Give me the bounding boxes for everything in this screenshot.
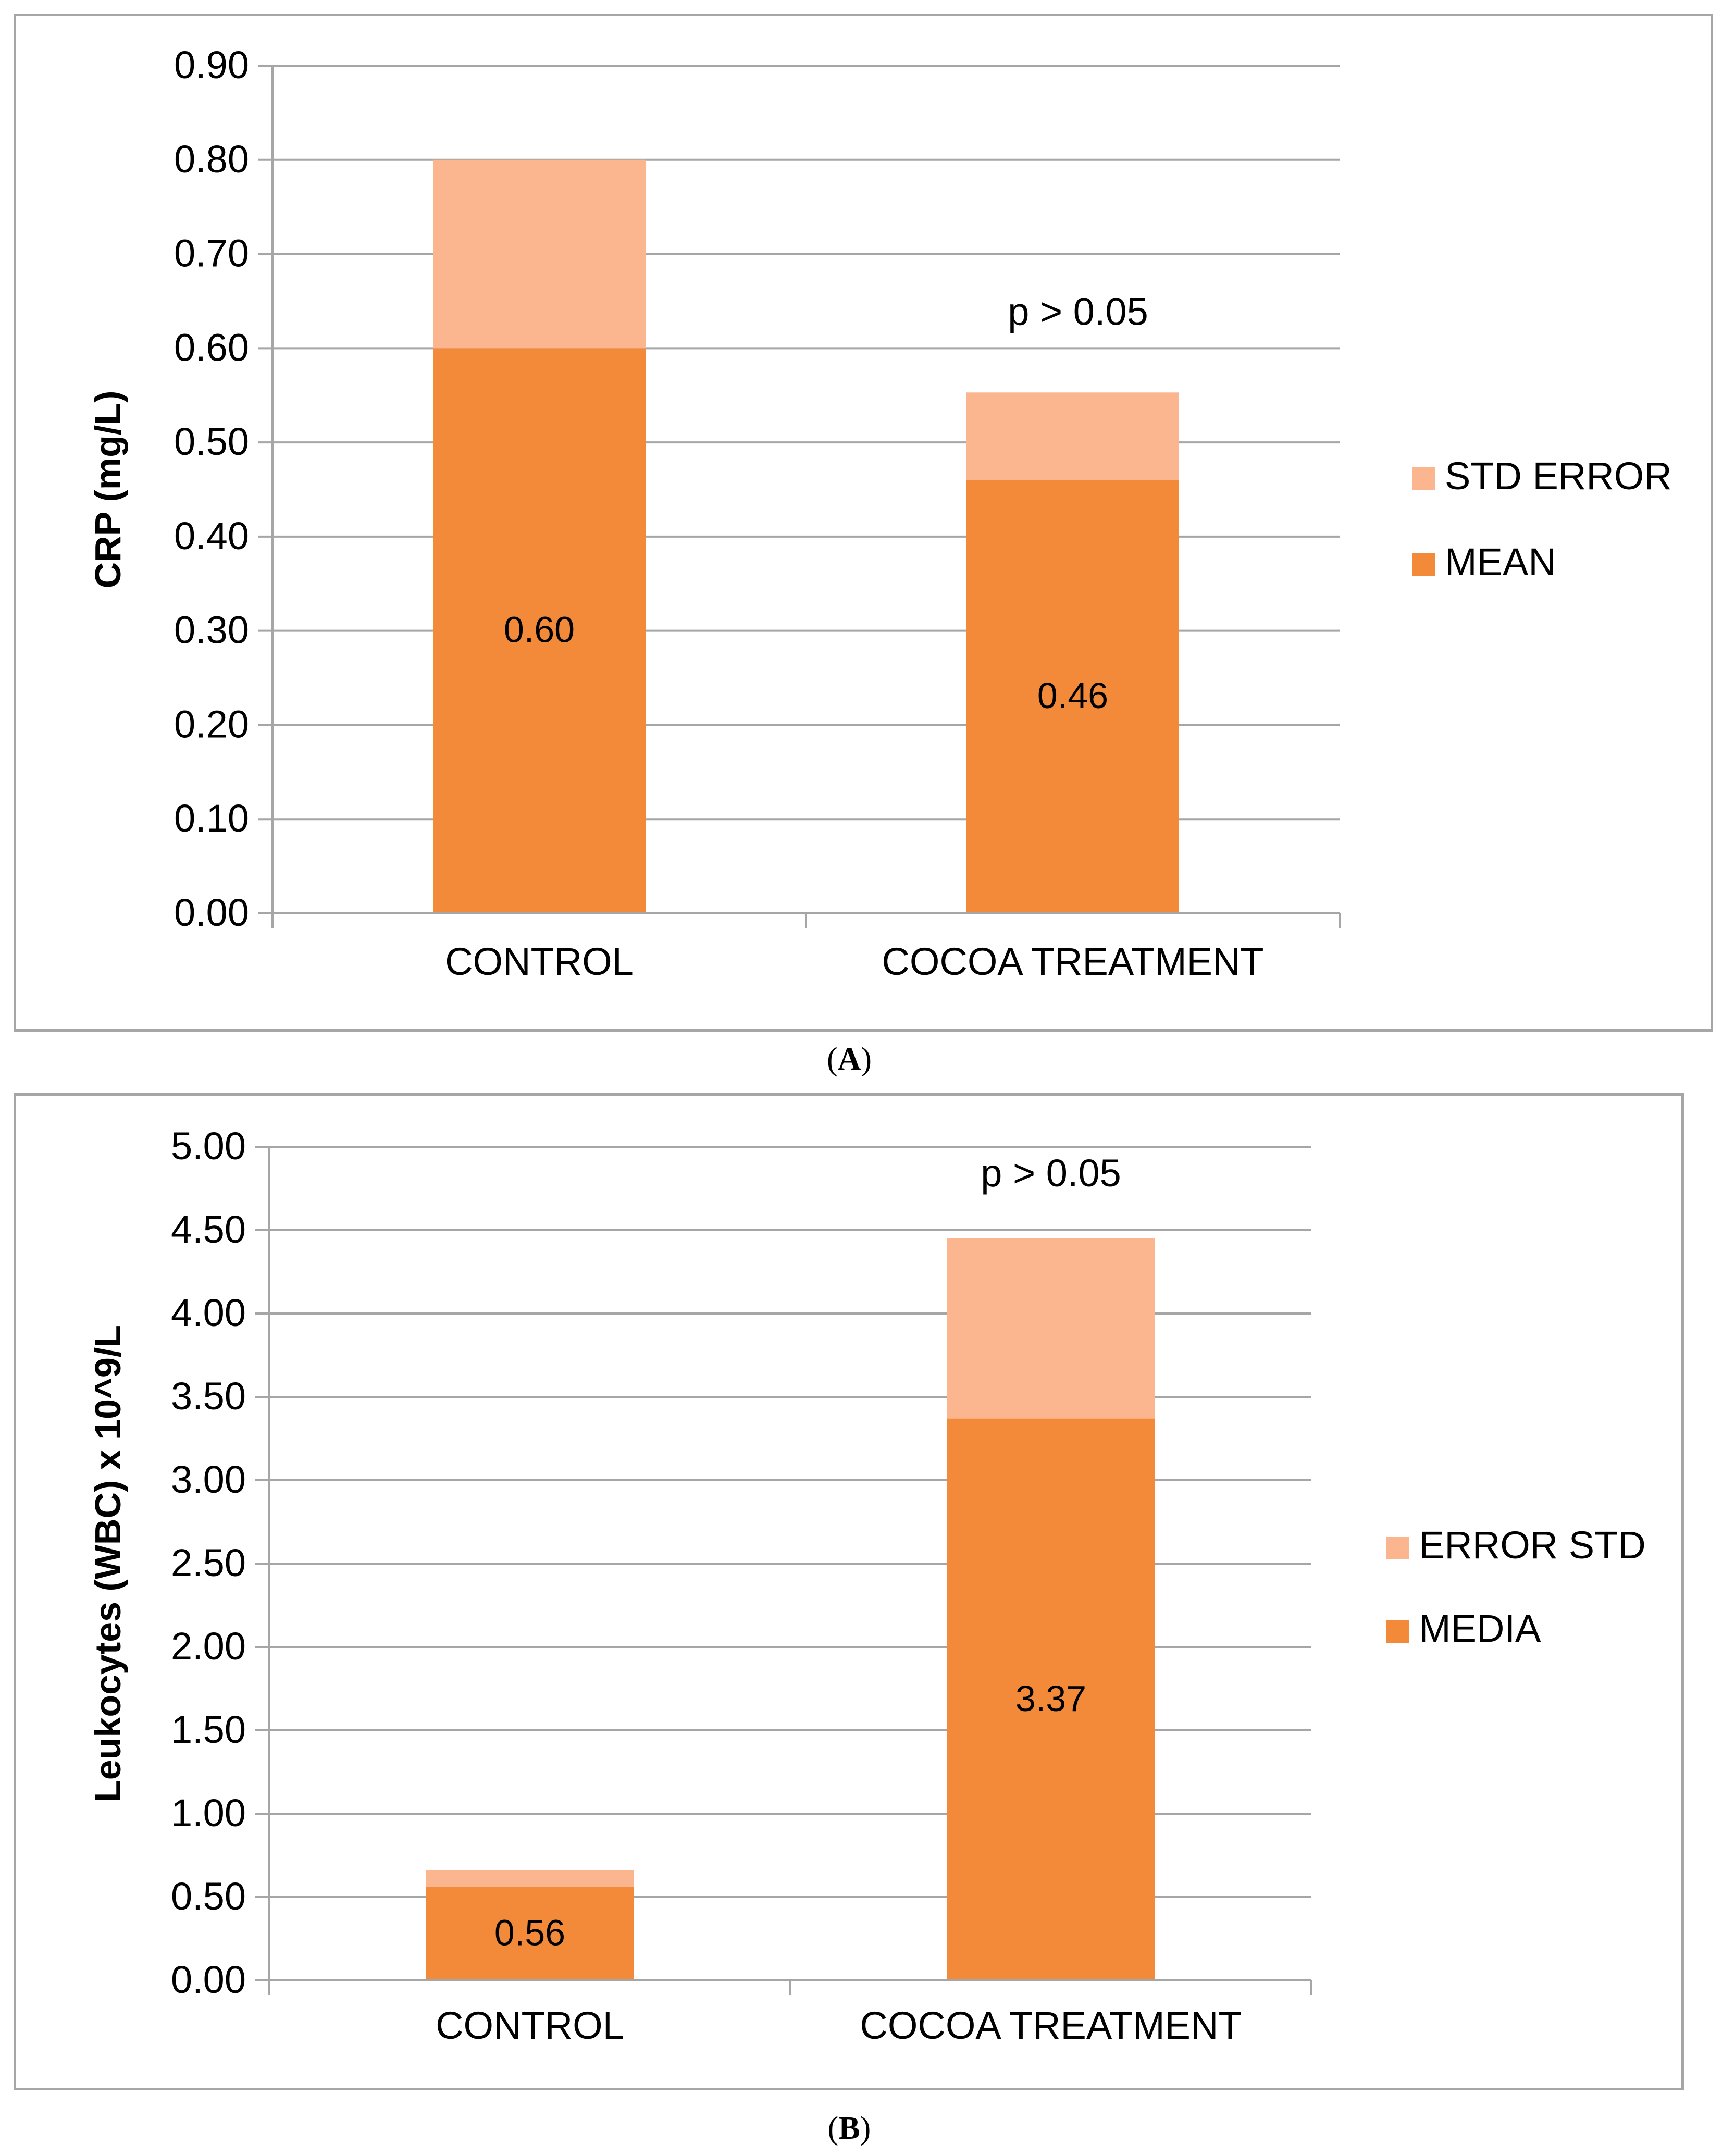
panel-caption-b: (B)	[827, 2111, 871, 2146]
y-tick-label: 1.00	[171, 1791, 246, 1835]
x-category-label: CONTROL	[445, 940, 634, 983]
panel-caption-a: (A)	[826, 1042, 872, 1077]
legend-label: MEAN	[1445, 540, 1556, 584]
y-axis-title: Leukocytes (WBC) x 10^9/L	[88, 1325, 128, 1802]
bar-mean	[433, 348, 646, 914]
bar-std-error	[433, 159, 646, 349]
bar-error-std	[426, 1870, 634, 1887]
y-tick-label: 3.50	[171, 1374, 246, 1418]
bar-media	[947, 1418, 1155, 1980]
p-value-annotation: p > 0.05	[1008, 290, 1148, 333]
y-tick-label: 0.70	[174, 232, 249, 275]
bar-media	[426, 1887, 634, 1980]
chart-panel-a: 0.00 0.10 0.20 0.30 0.40 0.50 0.60 0.70 0.80 0.90…	[14, 14, 1713, 1032]
data-label: 0.56	[494, 1912, 565, 1953]
x-category-label: COCOA TREATMENT	[882, 940, 1263, 983]
legend-swatch	[1386, 1537, 1409, 1559]
y-tick-label: 3.00	[171, 1458, 246, 1501]
bar-mean	[966, 480, 1179, 913]
leukocytes-chart: 0.00 0.50 1.00 1.50 2.00 2.50 3.00 3.50 4.00 4.50…	[88, 1124, 1646, 2047]
data-label: 0.60	[504, 610, 575, 650]
legend-label: ERROR STD	[1419, 1523, 1646, 1567]
data-label: 3.37	[1015, 1678, 1086, 1719]
legend-swatch	[1412, 553, 1435, 576]
legend-swatch	[1386, 1620, 1409, 1643]
bar-std-error	[966, 392, 1179, 480]
legend-label: MEDIA	[1419, 1607, 1541, 1650]
chart-panel-b: 0.00 0.50 1.00 1.50 2.00 2.50 3.00 3.50 4.00 4.50…	[14, 1093, 1684, 2090]
bar-error-std	[947, 1238, 1155, 1419]
p-value-annotation: p > 0.05	[981, 1151, 1121, 1195]
y-tick-label: 1.50	[171, 1708, 246, 1751]
data-label: 0.46	[1037, 675, 1108, 716]
y-tick-label: 5.00	[171, 1124, 246, 1168]
y-tick-label: 0.00	[171, 1958, 246, 2001]
y-tick-label: 0.80	[174, 138, 249, 181]
legend-label: STD ERROR	[1445, 454, 1672, 498]
y-tick-label: 0.20	[174, 702, 249, 746]
y-tick-label: 0.30	[174, 609, 249, 652]
y-tick-label: 0.60	[174, 326, 249, 369]
legend-swatch	[1412, 467, 1435, 490]
y-tick-label: 2.50	[171, 1541, 246, 1584]
y-tick-label: 0.40	[174, 514, 249, 557]
y-tick-label: 4.50	[171, 1208, 246, 1251]
y-tick-label: 0.50	[171, 1875, 246, 1918]
x-category-label: COCOA TREATMENT	[860, 2004, 1242, 2047]
y-tick-label: 2.00	[171, 1625, 246, 1668]
y-tick-label: 0.50	[174, 420, 249, 463]
y-tick-label: 0.00	[174, 891, 249, 934]
y-tick-label: 0.10	[174, 797, 249, 840]
crp-chart: 0.00 0.10 0.20 0.30 0.40 0.50 0.60 0.70 0.80 0.90…	[88, 43, 1672, 983]
y-axis-title: CRP (mg/L)	[88, 391, 128, 589]
y-tick-label: 4.00	[171, 1291, 246, 1334]
y-tick-label: 0.90	[174, 43, 249, 86]
x-category-label: CONTROL	[436, 2004, 624, 2047]
